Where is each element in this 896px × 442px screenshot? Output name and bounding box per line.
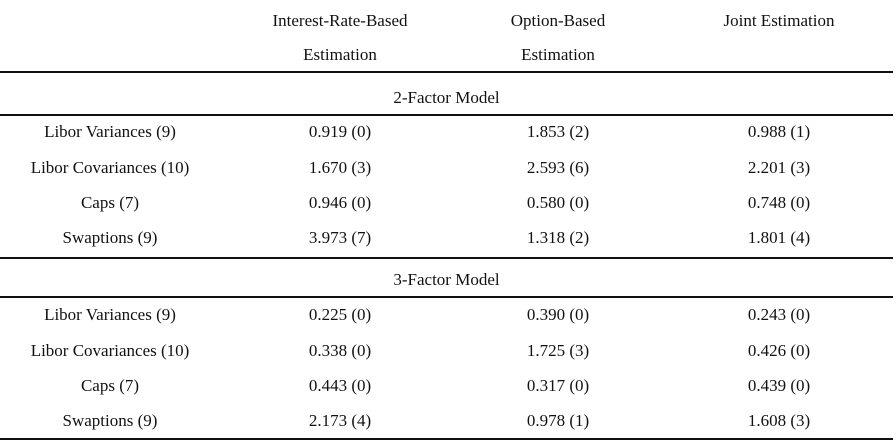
cell-joint: 0.988 (1) xyxy=(747,122,811,141)
cell-interest-rate: 0.919 (0) xyxy=(308,122,372,141)
cell-joint: 1.608 (3) xyxy=(747,411,811,430)
cell-option-based: 0.580 (0) xyxy=(526,193,590,212)
header-col2-line1: Option-Based xyxy=(510,11,606,30)
row-label: Swaptions (9) xyxy=(62,228,158,247)
row-label: Libor Variances (9) xyxy=(44,122,176,141)
section-2-top-rule xyxy=(0,257,893,259)
section-title-3-factor: 3-Factor Model xyxy=(393,270,500,289)
cell-option-based: 0.317 (0) xyxy=(526,376,590,395)
cell-interest-rate: 0.946 (0) xyxy=(308,193,372,212)
cell-joint: 1.801 (4) xyxy=(747,228,811,247)
section-1-rule xyxy=(0,114,893,116)
row-label: Libor Variances (9) xyxy=(44,305,176,324)
table-row: Libor Variances (9) 0.919 (0) 1.853 (2) … xyxy=(0,114,893,150)
cell-interest-rate: 1.670 (3) xyxy=(308,158,372,177)
cell-joint: 0.748 (0) xyxy=(747,193,811,212)
cell-joint: 0.243 (0) xyxy=(747,305,811,324)
cell-interest-rate: 3.973 (7) xyxy=(308,228,372,247)
row-label: Caps (7) xyxy=(80,376,140,395)
cell-interest-rate: 0.225 (0) xyxy=(308,305,372,324)
table-row: Libor Covariances (10) 1.670 (3) 2.593 (… xyxy=(0,150,893,186)
cell-option-based: 1.853 (2) xyxy=(526,122,590,141)
cell-option-based: 1.725 (3) xyxy=(526,341,590,360)
cell-option-based: 2.593 (6) xyxy=(526,158,590,177)
row-label: Libor Covariances (10) xyxy=(30,341,190,360)
cell-interest-rate: 0.338 (0) xyxy=(308,341,372,360)
cell-option-based: 1.318 (2) xyxy=(526,228,590,247)
header-col2-line2: Estimation xyxy=(521,45,595,64)
cell-option-based: 0.978 (1) xyxy=(526,411,590,430)
header-joint-estimation: Joint Estimation xyxy=(668,0,890,76)
cell-joint: 0.439 (0) xyxy=(747,376,811,395)
table-row: Libor Variances (9) 0.225 (0) 0.390 (0) … xyxy=(0,297,893,333)
header-col3-line1: Joint Estimation xyxy=(723,11,835,30)
section-title-2-factor: 2-Factor Model xyxy=(393,88,500,107)
cell-option-based: 0.390 (0) xyxy=(526,305,590,324)
cell-joint: 2.201 (3) xyxy=(747,158,811,177)
cell-interest-rate: 0.443 (0) xyxy=(308,376,372,395)
table-row: Caps (7) 0.946 (0) 0.580 (0) 0.748 (0) xyxy=(0,185,893,221)
header-option-based: Option-Based Estimation xyxy=(448,0,668,76)
bottom-rule xyxy=(0,438,893,440)
row-label: Swaptions (9) xyxy=(62,411,158,430)
cell-joint: 0.426 (0) xyxy=(747,341,811,360)
header-col1-line1: Interest-Rate-Based xyxy=(272,11,408,30)
row-label: Caps (7) xyxy=(80,193,140,212)
section-2-rule xyxy=(0,296,893,298)
row-label: Libor Covariances (10) xyxy=(30,158,190,177)
table-row: Swaptions (9) 3.973 (7) 1.318 (2) 1.801 … xyxy=(0,220,893,256)
table-row: Caps (7) 0.443 (0) 0.317 (0) 0.439 (0) xyxy=(0,368,893,404)
table-row: Libor Covariances (10) 0.338 (0) 1.725 (… xyxy=(0,333,893,369)
header-col1-line2: Estimation xyxy=(303,45,377,64)
table-row: Swaptions (9) 2.173 (4) 0.978 (1) 1.608 … xyxy=(0,403,893,439)
cell-interest-rate: 2.173 (4) xyxy=(308,411,372,430)
header-interest-rate-based: Interest-Rate-Based Estimation xyxy=(230,0,450,76)
header-rule xyxy=(0,71,893,73)
